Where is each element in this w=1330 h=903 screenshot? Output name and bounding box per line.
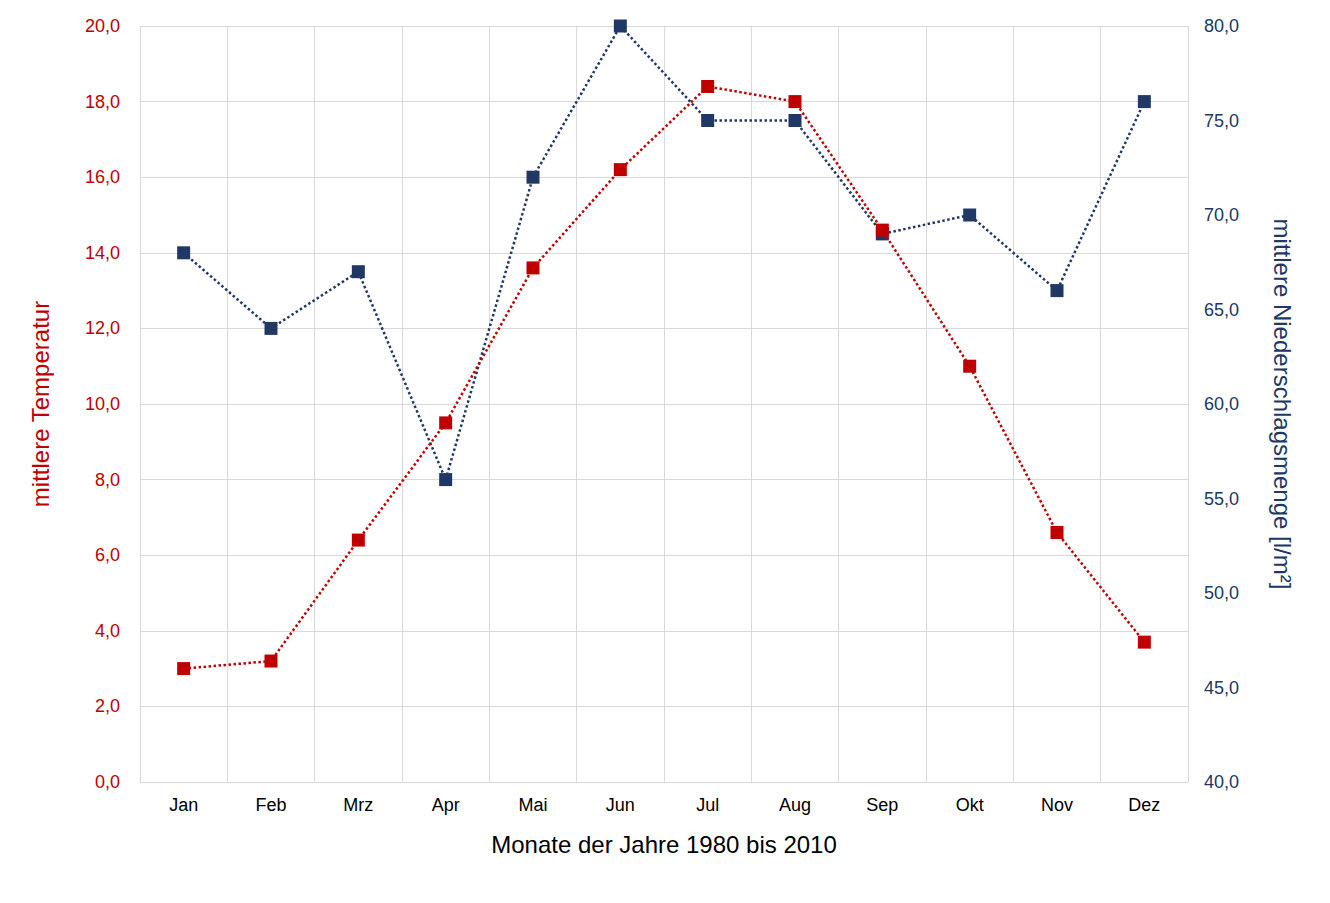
svg-text:20,0: 20,0 [85, 16, 120, 36]
svg-text:75,0: 75,0 [1204, 111, 1239, 131]
svg-text:16,0: 16,0 [85, 167, 120, 187]
svg-text:Mai: Mai [518, 795, 547, 815]
svg-text:12,0: 12,0 [85, 318, 120, 338]
svg-text:70,0: 70,0 [1204, 205, 1239, 225]
svg-text:Apr: Apr [432, 795, 460, 815]
svg-text:10,0: 10,0 [85, 394, 120, 414]
svg-text:4,0: 4,0 [95, 621, 120, 641]
svg-text:Nov: Nov [1041, 795, 1073, 815]
svg-text:Monate der Jahre 1980 bis 2010: Monate der Jahre 1980 bis 2010 [491, 831, 837, 858]
svg-text:18,0: 18,0 [85, 92, 120, 112]
svg-text:Dez: Dez [1128, 795, 1160, 815]
svg-text:0,0: 0,0 [95, 772, 120, 792]
svg-text:2,0: 2,0 [95, 696, 120, 716]
svg-text:55,0: 55,0 [1204, 489, 1239, 509]
svg-text:45,0: 45,0 [1204, 678, 1239, 698]
svg-text:Aug: Aug [779, 795, 811, 815]
svg-text:Jun: Jun [606, 795, 635, 815]
svg-text:80,0: 80,0 [1204, 16, 1239, 36]
svg-text:Jul: Jul [696, 795, 719, 815]
svg-text:Jan: Jan [169, 795, 198, 815]
svg-text:Feb: Feb [255, 795, 286, 815]
svg-text:Okt: Okt [956, 795, 984, 815]
svg-text:Mrz: Mrz [343, 795, 373, 815]
svg-text:40,0: 40,0 [1204, 772, 1239, 792]
svg-text:50,0: 50,0 [1204, 583, 1239, 603]
svg-text:60,0: 60,0 [1204, 394, 1239, 414]
svg-text:8,0: 8,0 [95, 470, 120, 490]
svg-text:Sep: Sep [866, 795, 898, 815]
svg-text:65,0: 65,0 [1204, 300, 1239, 320]
svg-text:6,0: 6,0 [95, 545, 120, 565]
svg-text:mittlere Temperatur: mittlere Temperatur [27, 301, 54, 507]
svg-text:14,0: 14,0 [85, 243, 120, 263]
svg-text:mittlere Niederschlagsmenge [l: mittlere Niederschlagsmenge [l/m²] [1269, 219, 1296, 590]
